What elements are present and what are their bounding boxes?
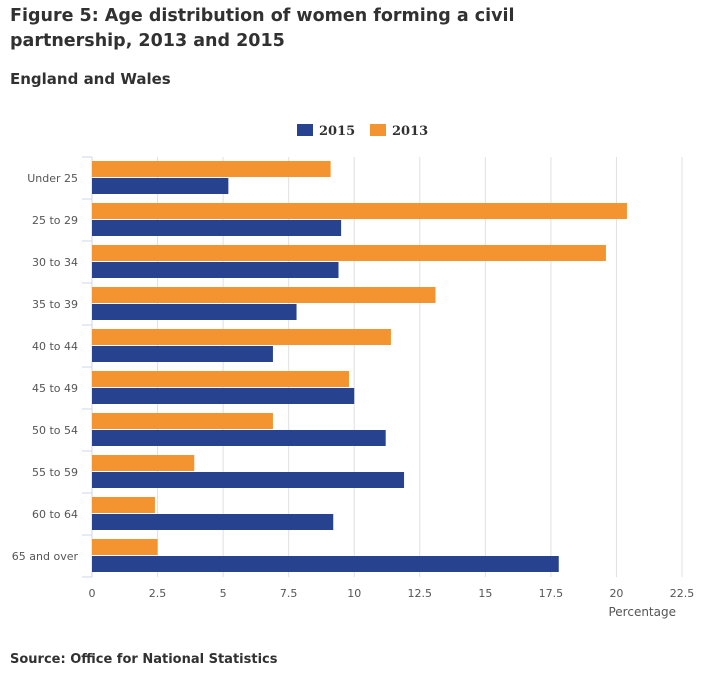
bar-2013: [92, 287, 436, 303]
x-axis-label: Percentage: [608, 605, 676, 619]
bar-2013: [92, 413, 273, 429]
y-tick-label: 40 to 44: [32, 340, 78, 353]
bar-2015: [92, 472, 405, 488]
bar-2013: [92, 245, 606, 261]
legend-swatch-2013: [370, 124, 386, 136]
legend-label-2015: 2015: [319, 124, 355, 139]
x-tick-label: 7.5: [280, 587, 298, 600]
bar-2013: [92, 329, 391, 345]
x-tick-label: 5: [220, 587, 227, 600]
x-tick-label: 20: [609, 587, 623, 600]
bar-2015: [92, 220, 342, 236]
source-note: Source: Office for National Statistics: [10, 652, 278, 667]
chart-subtitle: England and Wales: [10, 70, 171, 88]
bar-2013: [92, 455, 195, 471]
x-tick-label: 12.5: [408, 587, 433, 600]
legend-swatch-2015: [297, 124, 313, 136]
bar-2015: [92, 262, 339, 278]
bar-2015: [92, 388, 355, 404]
y-tick-label: 65 and over: [12, 550, 79, 563]
legend-label-2013: 2013: [392, 124, 428, 139]
bar-2015: [92, 304, 297, 320]
bar-2013: [92, 161, 331, 177]
bar-2015: [92, 514, 334, 530]
x-tick-label: 0: [89, 587, 96, 600]
y-tick-label: 60 to 64: [32, 508, 78, 521]
x-tick-label: 22.5: [670, 587, 695, 600]
bar-2013: [92, 371, 349, 387]
bar-2015: [92, 346, 273, 362]
y-tick-label: 30 to 34: [32, 256, 78, 269]
bar-2013: [92, 203, 627, 219]
bar-2013: [92, 539, 158, 555]
x-tick-label: 2.5: [149, 587, 167, 600]
bar-2013: [92, 497, 155, 513]
x-tick-label: 10: [347, 587, 361, 600]
y-tick-label: 55 to 59: [32, 466, 78, 479]
y-tick-label: 45 to 49: [32, 382, 78, 395]
y-tick-label: Under 25: [27, 172, 78, 185]
x-tick-label: 15: [478, 587, 492, 600]
y-tick-label: 50 to 54: [32, 424, 78, 437]
x-tick-label: 17.5: [539, 587, 564, 600]
y-tick-label: 35 to 39: [32, 298, 78, 311]
bar-2015: [92, 178, 229, 194]
chart-title: Figure 5: Age distribution of women form…: [10, 6, 515, 51]
bar-2015: [92, 556, 559, 572]
bar-2015: [92, 430, 386, 446]
y-tick-label: 25 to 29: [32, 214, 78, 227]
